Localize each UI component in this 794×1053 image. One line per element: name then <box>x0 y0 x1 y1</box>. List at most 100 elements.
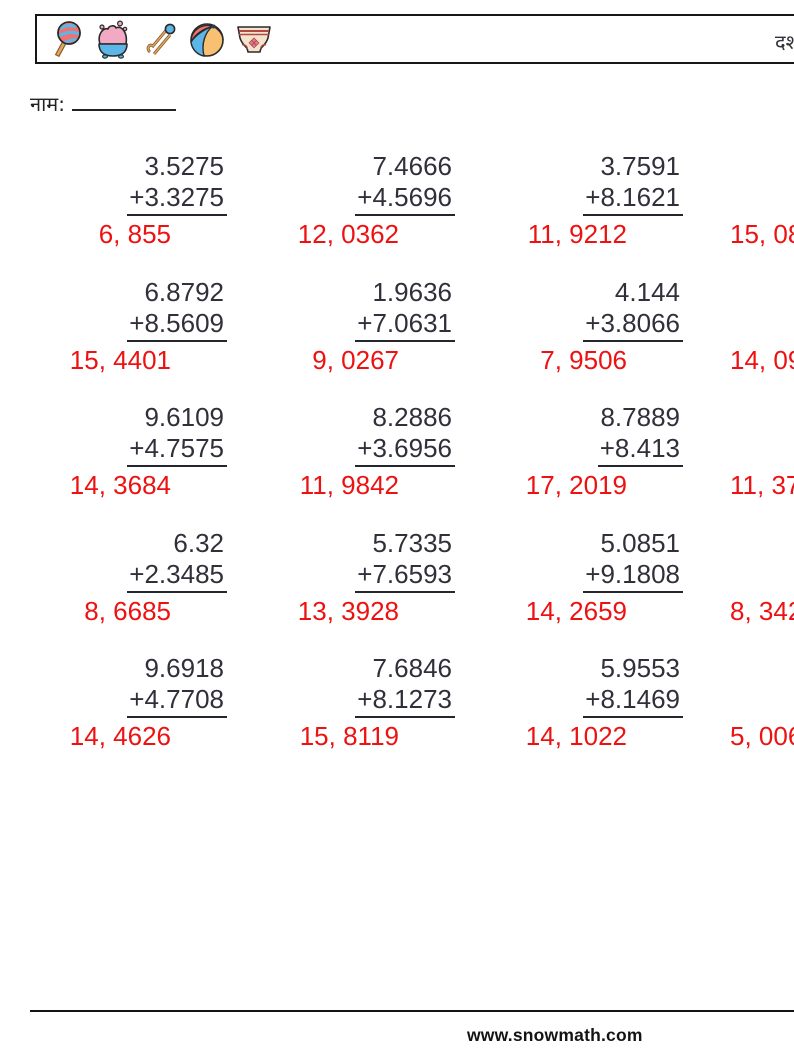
problem-cell: 5, 006 <box>684 650 794 776</box>
answer-value: 15, 4401 <box>69 344 171 375</box>
problem-cell: 4.144 +3.8066 7, 9506 <box>456 274 684 400</box>
baby-food-bowl-icon <box>98 20 128 59</box>
problem-cell: 14, 09 <box>684 274 794 400</box>
operand-1: 8.7889 <box>600 402 680 432</box>
operand-1: 5.7335 <box>372 527 452 558</box>
operand-2-with-plus: +7.6593 <box>355 559 455 593</box>
operand-1: 7.4666 <box>372 151 452 181</box>
answer-value: 14, 1022 <box>525 721 627 751</box>
operand-2-row: +8.1469 <box>456 684 684 718</box>
operand-2-row: +4.7575 <box>0 433 228 467</box>
operand-1: 7.6846 <box>372 653 452 683</box>
problem-cell: 11, 37 <box>684 399 794 525</box>
operand-2-with-plus: +4.5696 <box>355 182 455 216</box>
problem-cell: 8.7889 +8.413 17, 2019 <box>456 399 684 525</box>
answer-value: 8, 342 <box>730 595 794 626</box>
problem-cell: 8.2886 +3.6956 11, 9842 <box>228 399 456 525</box>
operand-2-row: +8.1621 <box>456 182 684 216</box>
operand-2-row: +8.1273 <box>228 684 456 718</box>
operand-1: 4.144 <box>614 276 680 307</box>
operand-2-row: +8.5609 <box>0 308 228 342</box>
problem-cell: 1.9636 +7.0631 9, 0267 <box>228 274 456 400</box>
operand-2-row: +2.3485 <box>0 559 228 593</box>
problem-cell: 6.8792 +8.5609 15, 4401 <box>0 274 228 400</box>
answer-value: 15, 8119 <box>299 721 399 751</box>
operand-2-with-plus: +8.5609 <box>127 308 227 342</box>
operand-2-row: +3.3275 <box>0 182 228 216</box>
problem-cell: 7.6846 +8.1273 15, 8119 <box>228 650 456 776</box>
operand-1: 6.32 <box>173 527 224 558</box>
operand-2-with-plus: +4.7708 <box>127 684 227 718</box>
problem-cell: 3.7591 +8.1621 11, 9212 <box>456 148 684 274</box>
answer-value: 14, 4626 <box>69 721 171 751</box>
operand-2-row <box>684 433 794 467</box>
problem-cell: 7.4666 +4.5696 12, 0362 <box>228 148 456 274</box>
operand-1 <box>684 277 794 308</box>
operand-1 <box>684 151 794 182</box>
operand-1 <box>684 653 794 684</box>
problem-cell: 5.7335 +7.6593 13, 3928 <box>228 525 456 651</box>
problem-cell: 9.6109 +4.7575 14, 3684 <box>0 399 228 525</box>
operand-1: 5.0851 <box>600 527 680 558</box>
operand-2-row: +4.7708 <box>0 684 228 718</box>
operand-2-row <box>684 308 794 342</box>
operand-2-with-plus: +8.1469 <box>583 684 683 718</box>
lollipop-icon <box>54 21 81 58</box>
name-row: नाम: <box>30 90 176 117</box>
operand-2-with-plus: +3.3275 <box>127 182 227 216</box>
operand-1: 6.8792 <box>144 276 224 307</box>
operand-2-row <box>684 182 794 216</box>
operand-2-row: +9.1808 <box>456 559 684 593</box>
operand-2-row: +3.6956 <box>228 433 456 467</box>
answer-value: 14, 2659 <box>525 595 627 626</box>
operand-1: 9.6918 <box>144 653 224 683</box>
operand-1: 3.7591 <box>600 151 680 181</box>
operand-2-with-plus: +9.1808 <box>583 559 683 593</box>
operand-2-with-plus: +8.1273 <box>355 684 455 718</box>
operand-2-row <box>684 684 794 718</box>
worksheet-title-clipped: दश <box>775 30 794 54</box>
answer-value: 13, 3928 <box>297 595 399 626</box>
answer-value: 12, 0362 <box>297 219 399 249</box>
answer-value: 8, 6685 <box>84 595 171 626</box>
footer-site-text: www.snowmath.com <box>467 1025 643 1045</box>
answer-value: 9, 0267 <box>312 344 399 375</box>
name-label: नाम: <box>30 92 65 116</box>
operand-1: 9.6109 <box>144 402 224 432</box>
operand-1: 3.5275 <box>144 151 224 181</box>
answer-value: 7, 9506 <box>540 344 627 375</box>
problems-grid: 3.5275 +3.3275 6, 855 7.4666 +4.5696 12,… <box>0 148 794 776</box>
answer-value: 6, 855 <box>98 219 171 249</box>
operand-1 <box>684 402 794 433</box>
diaper-icon <box>237 26 271 53</box>
problem-cell: 8, 342 <box>684 525 794 651</box>
operand-1: 8.2886 <box>372 402 452 432</box>
operand-2-row: +7.0631 <box>228 308 456 342</box>
answer-value: 15, 08 <box>730 219 794 249</box>
operand-2-with-plus: +7.0631 <box>355 308 455 342</box>
answer-value: 11, 37 <box>730 470 794 500</box>
safety-pin-icon <box>146 23 176 55</box>
problem-cell: 15, 08 <box>684 148 794 274</box>
operand-1: 5.9553 <box>600 653 680 683</box>
operand-1: 1.9636 <box>372 276 452 307</box>
operand-2-row <box>684 559 794 593</box>
operand-2-row: +8.413 <box>456 433 684 467</box>
operand-2-with-plus: +4.7575 <box>127 433 227 467</box>
answer-value: 14, 09 <box>730 344 794 375</box>
operand-2-with-plus: +8.1621 <box>583 182 683 216</box>
operand-2-with-plus: +3.6956 <box>355 433 455 467</box>
operand-2-with-plus: +2.3485 <box>127 559 227 593</box>
header-icon-strip <box>35 14 794 64</box>
problem-cell: 5.9553 +8.1469 14, 1022 <box>456 650 684 776</box>
answer-value: 11, 9842 <box>299 470 399 500</box>
operand-1 <box>684 528 794 559</box>
beach-ball-icon <box>190 23 224 57</box>
operand-2-row: +4.5696 <box>228 182 456 216</box>
problem-cell: 3.5275 +3.3275 6, 855 <box>0 148 228 274</box>
footer-divider <box>30 1010 794 1012</box>
answer-value: 14, 3684 <box>69 470 171 500</box>
problem-cell: 9.6918 +4.7708 14, 4626 <box>0 650 228 776</box>
operand-2-row: +7.6593 <box>228 559 456 593</box>
